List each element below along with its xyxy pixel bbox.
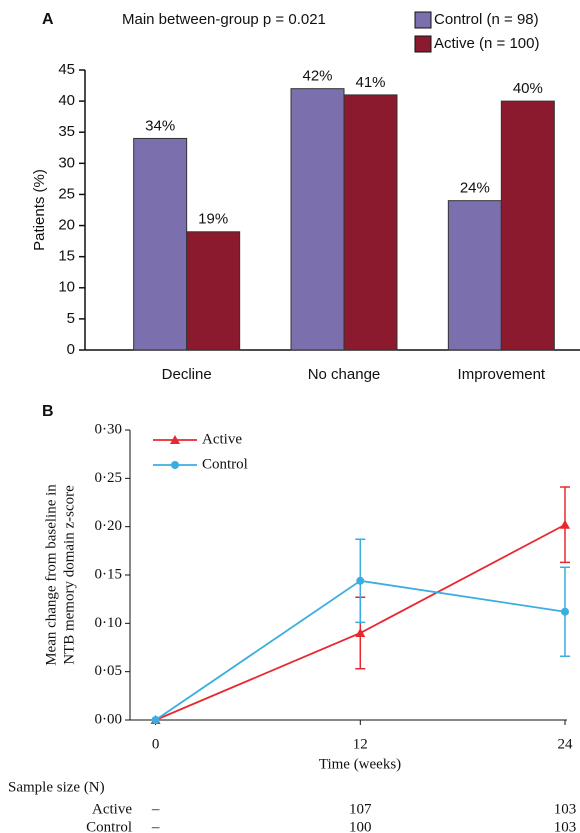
data-point xyxy=(561,607,569,616)
legend-swatch xyxy=(414,11,432,29)
y-tick-label: 0·25 xyxy=(95,470,123,486)
legend-marker xyxy=(170,435,180,444)
data-point xyxy=(151,716,160,724)
bar xyxy=(290,88,345,351)
value-label: 41% xyxy=(355,74,385,91)
table-cell: 107 xyxy=(349,801,372,817)
y-tick-label: 0·20 xyxy=(95,518,123,534)
legend-marker xyxy=(171,461,179,469)
table-row-label: Active xyxy=(92,801,132,817)
y-tick-label: 0·00 xyxy=(95,711,123,727)
x-axis-label: Time (weeks) xyxy=(319,756,401,772)
bar xyxy=(500,100,555,351)
value-label: 42% xyxy=(302,68,332,85)
y-tick-label: 0·10 xyxy=(95,615,123,631)
table-cell: – xyxy=(151,801,160,817)
y-tick-label: 0·30 xyxy=(95,421,123,437)
y-tick-label: 15 xyxy=(58,248,75,265)
table-cell: 103 xyxy=(554,801,577,817)
x-tick-label: Improvement xyxy=(458,366,546,383)
panel-label: B xyxy=(42,403,54,420)
x-tick-label: 12 xyxy=(353,736,368,752)
data-point xyxy=(355,628,366,637)
y-tick-label: 45 xyxy=(58,61,75,78)
y-tick-label: 25 xyxy=(58,185,75,202)
y-tick-label: 5 xyxy=(67,310,75,327)
panel-label: A xyxy=(42,11,54,28)
value-label: 24% xyxy=(460,180,490,197)
x-tick-label: Decline xyxy=(162,366,212,383)
y-tick-label: 40 xyxy=(58,92,75,109)
table-title: Sample size (N) xyxy=(8,779,105,795)
legend-label: Control (n = 98) xyxy=(434,11,539,28)
legend-label: Control xyxy=(202,456,248,472)
x-tick-label: 0 xyxy=(152,736,160,752)
y-tick-label: 0·05 xyxy=(95,663,123,679)
y-axis-label: Patients (%) xyxy=(31,169,48,251)
bar xyxy=(447,200,502,351)
y-tick-label: 20 xyxy=(58,217,75,234)
data-point xyxy=(560,519,570,529)
value-label: 40% xyxy=(513,80,543,97)
y-tick-label: 0·15 xyxy=(95,566,123,582)
annotation: Main between-group p = 0.021 xyxy=(122,11,326,28)
table-cell: 103 xyxy=(554,819,577,833)
bar xyxy=(343,94,398,351)
y-tick-label: 10 xyxy=(58,279,75,296)
data-point xyxy=(356,576,365,585)
y-axis-label: NTB memory domain z-score xyxy=(61,485,77,665)
legend-label: Active xyxy=(202,431,242,447)
legend-swatch xyxy=(414,35,432,53)
y-tick-label: 30 xyxy=(58,154,75,171)
table-cell: 100 xyxy=(349,819,372,833)
bar xyxy=(133,137,188,351)
value-label: 19% xyxy=(198,211,228,228)
x-tick-label: 24 xyxy=(558,736,574,752)
x-tick-label: No change xyxy=(308,366,381,383)
y-tick-label: 0 xyxy=(67,341,75,358)
table-row-label: Control xyxy=(86,819,132,833)
value-label: 34% xyxy=(145,117,175,134)
table-cell: – xyxy=(151,819,160,833)
y-axis-label: Mean change from baseline in xyxy=(43,484,59,666)
bar xyxy=(186,231,241,351)
legend-label: Active (n = 100) xyxy=(434,35,539,52)
y-tick-label: 35 xyxy=(58,123,75,140)
